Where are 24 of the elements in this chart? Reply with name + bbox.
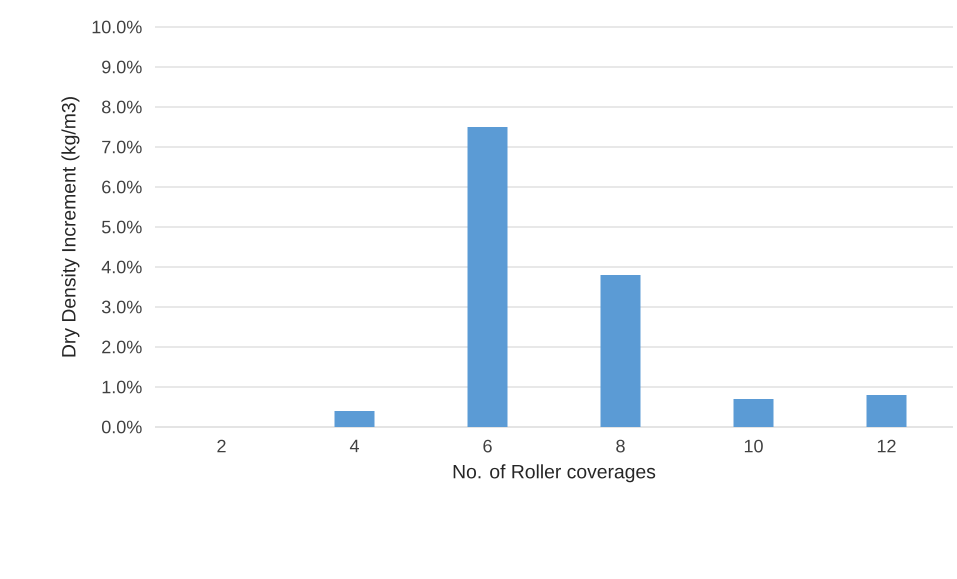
y-tick-label: 9.0% xyxy=(102,60,142,74)
y-tick-label: 10.0% xyxy=(92,20,142,34)
x-tick-label: 6 xyxy=(483,440,492,452)
x-tick-label: 2 xyxy=(217,440,226,452)
y-tick-label: 5.0% xyxy=(102,220,142,234)
y-tick-label: 7.0% xyxy=(102,140,142,154)
y-tick-label: 2.0% xyxy=(102,340,142,354)
y-tick-label: 6.0% xyxy=(102,180,142,194)
bar xyxy=(734,399,774,427)
bar xyxy=(334,410,375,427)
x-tick-label: 10 xyxy=(744,440,763,452)
bar xyxy=(600,274,641,427)
x-axis-title: No. of Roller coverages xyxy=(454,464,656,482)
y-tick-label: 4.0% xyxy=(102,260,142,274)
bar xyxy=(468,126,508,427)
bar xyxy=(866,395,907,427)
y-tick-label: 8.0% xyxy=(102,100,142,114)
x-tick-label: 12 xyxy=(878,440,896,452)
x-tick-label: 8 xyxy=(616,440,625,452)
y-tick-label: 1.0% xyxy=(102,380,142,394)
x-tick-label: 4 xyxy=(350,440,359,452)
y-tick-label: 3.0% xyxy=(102,300,142,314)
y-axis-title: Dry Density Increment (kg/m3) xyxy=(61,97,80,356)
y-tick-label: 0.0% xyxy=(102,420,142,434)
